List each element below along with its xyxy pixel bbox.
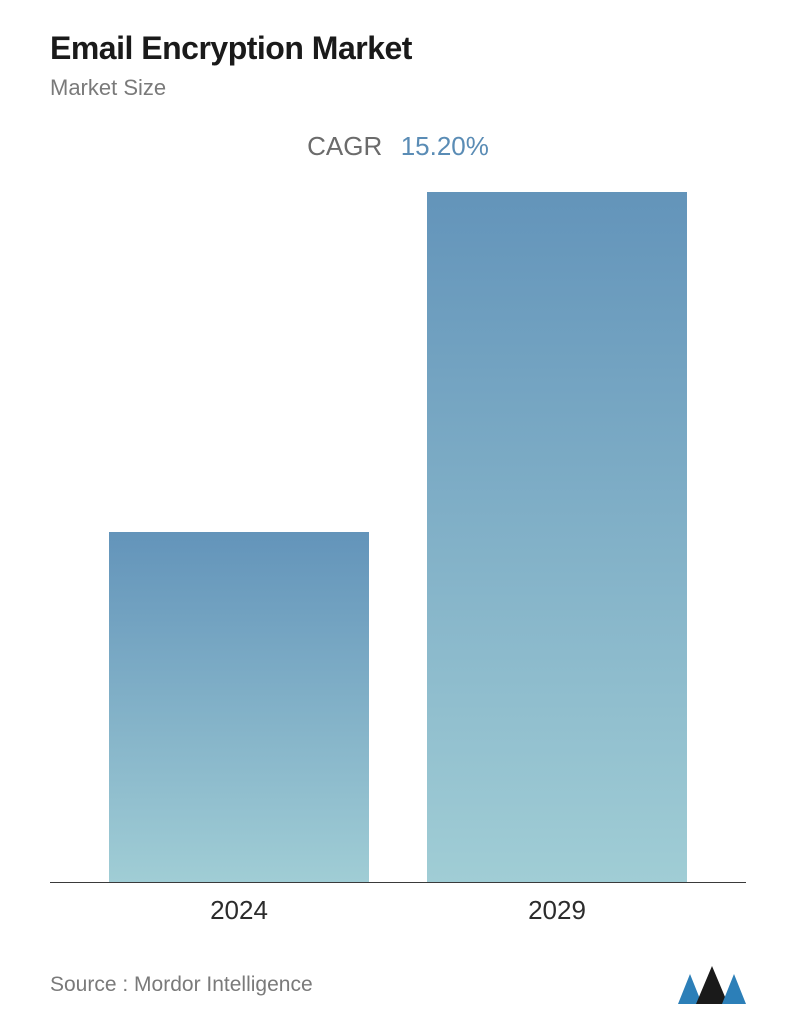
bar-group-1 <box>427 192 687 882</box>
chart-container: Email Encryption Market Market Size CAGR… <box>0 0 796 1034</box>
x-label-0: 2024 <box>109 895 369 926</box>
chart-footer: Source : Mordor Intelligence <box>50 966 746 1014</box>
cagr-value: 15.20% <box>401 131 489 161</box>
chart-subtitle: Market Size <box>50 75 746 101</box>
mordor-logo-icon <box>678 966 746 1004</box>
source-text: Source : Mordor Intelligence <box>50 973 313 997</box>
bar-group-0 <box>109 532 369 882</box>
x-label-1: 2029 <box>427 895 687 926</box>
cagr-row: CAGR 15.20% <box>50 131 746 162</box>
bar-1 <box>427 192 687 882</box>
cagr-label: CAGR <box>307 131 382 161</box>
bar-0 <box>109 532 369 882</box>
x-axis-labels: 2024 2029 <box>50 895 746 926</box>
chart-plot-area <box>50 192 746 883</box>
chart-title: Email Encryption Market <box>50 30 746 67</box>
